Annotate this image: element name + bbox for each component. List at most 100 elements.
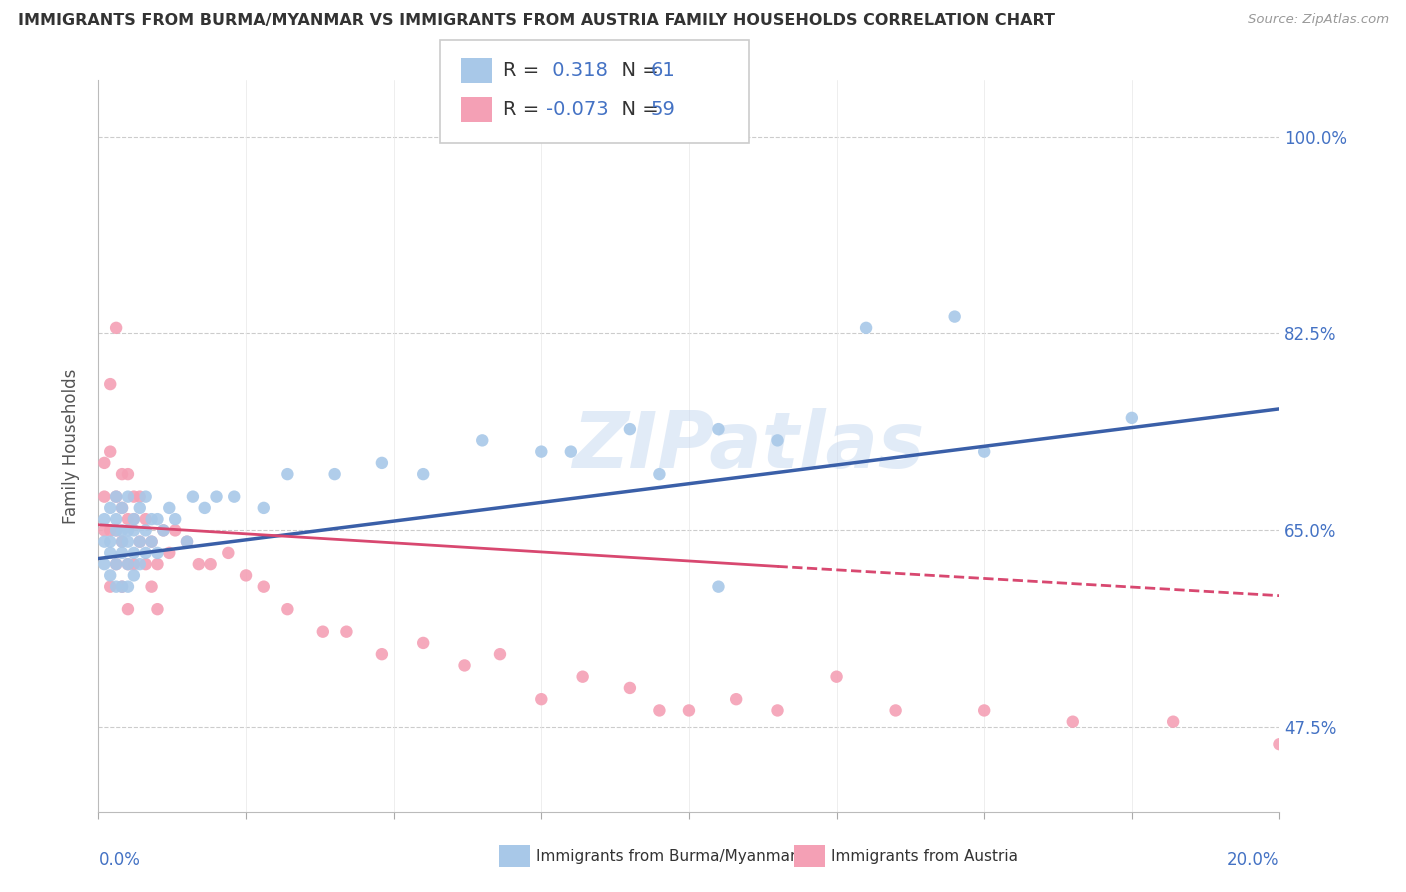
Point <box>471 434 494 448</box>
Point <box>135 524 157 538</box>
Point <box>135 512 157 526</box>
Point <box>1121 410 1143 425</box>
Point <box>146 602 169 616</box>
Point <box>973 444 995 458</box>
Point <box>98 500 121 515</box>
Point <box>453 658 475 673</box>
Point <box>93 534 115 549</box>
Text: Immigrants from Austria: Immigrants from Austria <box>831 849 1018 863</box>
Point <box>973 703 995 717</box>
Point <box>128 500 150 515</box>
Point <box>205 490 228 504</box>
Text: 61: 61 <box>651 61 676 80</box>
Point <box>176 534 198 549</box>
Point <box>194 500 217 515</box>
Point <box>707 580 730 594</box>
Point <box>253 500 276 515</box>
Point <box>128 490 150 504</box>
Point <box>224 490 246 504</box>
Point <box>152 524 174 538</box>
Point <box>128 534 150 549</box>
Text: N =: N = <box>609 100 665 120</box>
Point <box>111 546 134 560</box>
Point <box>105 490 128 504</box>
Point <box>141 534 163 549</box>
Point <box>276 602 298 616</box>
Point <box>200 557 222 571</box>
Point <box>122 512 145 526</box>
Point <box>117 490 139 504</box>
Point <box>1268 737 1291 751</box>
Point <box>141 512 163 526</box>
Point <box>105 580 128 594</box>
Point <box>146 512 169 526</box>
Point <box>412 636 434 650</box>
Point <box>117 467 139 482</box>
Point <box>412 467 434 482</box>
Point <box>111 580 134 594</box>
Text: 20.0%: 20.0% <box>1227 851 1279 869</box>
Point <box>489 647 512 661</box>
Point <box>135 546 157 560</box>
Point <box>93 524 115 538</box>
Point <box>335 624 357 639</box>
Point <box>98 534 121 549</box>
Point <box>98 524 121 538</box>
Point <box>128 557 150 571</box>
Point <box>111 534 134 549</box>
Text: 0.0%: 0.0% <box>98 851 141 869</box>
Point <box>235 568 257 582</box>
Point <box>117 524 139 538</box>
Point <box>165 512 187 526</box>
Point <box>122 557 145 571</box>
Point <box>93 456 115 470</box>
Point <box>253 580 276 594</box>
Point <box>176 534 198 549</box>
Point <box>571 670 593 684</box>
Text: R =: R = <box>503 100 546 120</box>
Point <box>157 500 180 515</box>
Text: 59: 59 <box>651 100 676 120</box>
Text: Immigrants from Burma/Myanmar: Immigrants from Burma/Myanmar <box>536 849 796 863</box>
Point <box>122 512 145 526</box>
Point <box>111 500 134 515</box>
Point <box>678 703 700 717</box>
Point <box>619 681 641 695</box>
Point <box>312 624 335 639</box>
Point <box>93 490 115 504</box>
Point <box>117 512 139 526</box>
Point <box>619 422 641 436</box>
Point <box>766 703 789 717</box>
Point <box>117 557 139 571</box>
Text: N =: N = <box>609 61 665 80</box>
Point <box>217 546 239 560</box>
Point <box>181 490 204 504</box>
Point <box>111 500 134 515</box>
Point <box>560 444 582 458</box>
Point <box>165 524 187 538</box>
Point <box>766 434 789 448</box>
Point <box>105 557 128 571</box>
Point <box>105 524 128 538</box>
Point <box>146 546 169 560</box>
Point <box>530 692 553 706</box>
Point <box>530 444 553 458</box>
Point <box>943 310 966 324</box>
Point <box>105 490 128 504</box>
Point <box>111 524 134 538</box>
Point <box>146 557 169 571</box>
Point <box>93 512 115 526</box>
Point <box>855 321 877 335</box>
Point <box>187 557 209 571</box>
Text: -0.073: -0.073 <box>546 100 609 120</box>
Text: IMMIGRANTS FROM BURMA/MYANMAR VS IMMIGRANTS FROM AUSTRIA FAMILY HOUSEHOLDS CORRE: IMMIGRANTS FROM BURMA/MYANMAR VS IMMIGRA… <box>18 13 1056 29</box>
Point <box>105 512 128 526</box>
Point <box>152 524 174 538</box>
Point <box>98 444 121 458</box>
Point <box>141 580 163 594</box>
Point <box>825 670 848 684</box>
Point <box>128 534 150 549</box>
Point <box>135 490 157 504</box>
Text: Source: ZipAtlas.com: Source: ZipAtlas.com <box>1249 13 1389 27</box>
Point <box>157 546 180 560</box>
